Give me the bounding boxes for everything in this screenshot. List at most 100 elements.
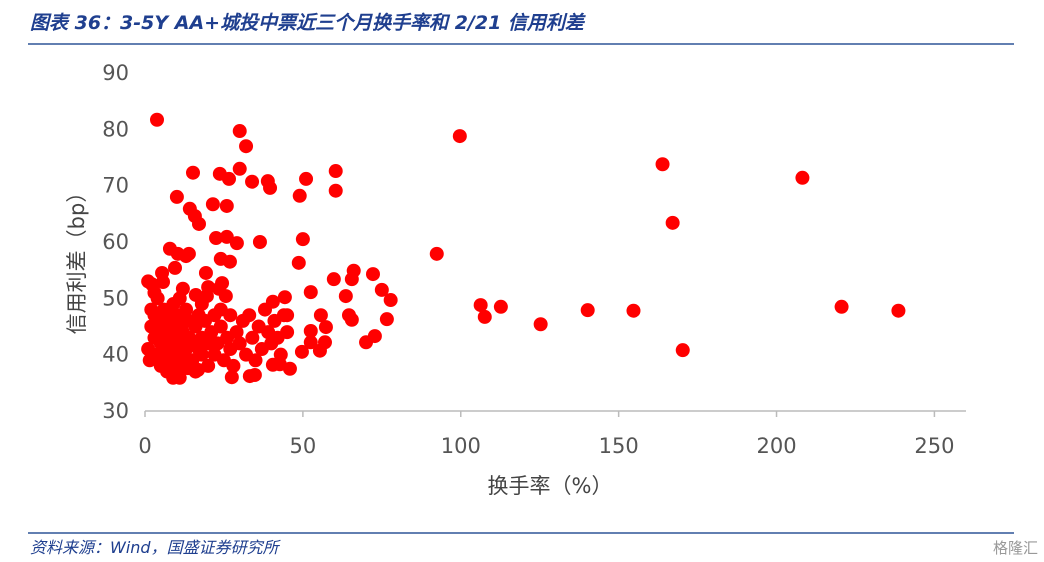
point <box>328 164 343 179</box>
point <box>257 302 272 317</box>
x-tick-label: 0 <box>138 434 151 458</box>
x-tick-label: 50 <box>290 434 317 458</box>
point <box>167 260 182 275</box>
point <box>273 347 288 362</box>
point <box>303 335 318 350</box>
point <box>219 198 234 213</box>
figure-title: 图表 36：3-5Y AA+城投中票近三个月换手率和 2/21 信用利差 <box>30 12 586 34</box>
y-axis-label: 信用利差（bp） <box>65 182 89 335</box>
point <box>344 312 359 327</box>
point <box>344 272 359 287</box>
point <box>379 312 394 327</box>
point <box>655 157 670 172</box>
point <box>239 139 254 154</box>
point <box>280 325 295 340</box>
point <box>374 282 389 297</box>
point <box>626 303 641 318</box>
point <box>219 229 234 244</box>
point <box>338 289 353 304</box>
point <box>429 246 444 261</box>
point <box>383 293 398 308</box>
point <box>795 170 810 185</box>
point <box>222 254 237 269</box>
point <box>218 289 233 304</box>
x-tick-label: 150 <box>599 434 639 458</box>
point <box>473 298 488 313</box>
point <box>303 324 318 339</box>
point <box>201 280 216 295</box>
y-tick-label: 60 <box>102 230 129 254</box>
point <box>229 236 244 251</box>
point <box>247 367 262 382</box>
point <box>229 325 244 340</box>
x-tick-label: 250 <box>914 434 954 458</box>
point <box>248 353 263 368</box>
point <box>223 308 238 323</box>
point <box>295 232 310 247</box>
point <box>317 335 332 350</box>
plot-area: 0 50 100 150 200 250 30 40 50 60 70 80 90 <box>102 61 966 458</box>
point <box>232 336 247 351</box>
point <box>194 296 209 311</box>
point <box>224 370 239 385</box>
point <box>185 165 200 180</box>
point <box>263 180 278 195</box>
point <box>191 216 206 231</box>
point <box>232 124 247 139</box>
point <box>232 161 247 176</box>
point <box>149 112 164 127</box>
point <box>252 235 267 249</box>
y-tick-label: 90 <box>102 61 129 85</box>
point <box>147 285 162 300</box>
point <box>292 188 307 203</box>
point <box>452 129 467 144</box>
y-tick-label: 50 <box>102 286 129 310</box>
y-tick-label: 70 <box>102 174 129 198</box>
y-tick-label: 30 <box>102 399 129 423</box>
y-tick-label: 40 <box>102 343 129 367</box>
point <box>245 174 260 189</box>
point <box>179 302 194 317</box>
point <box>198 265 213 280</box>
point <box>226 358 241 373</box>
point <box>221 171 236 186</box>
point <box>188 364 203 379</box>
point <box>326 272 341 287</box>
point <box>209 231 224 246</box>
point <box>294 344 309 359</box>
point <box>277 290 292 305</box>
x-tick-label: 100 <box>441 434 481 458</box>
x-tick-label: 200 <box>756 434 796 458</box>
point <box>359 335 374 350</box>
point <box>313 308 328 323</box>
y-tick-label: 80 <box>102 117 129 141</box>
point <box>194 347 209 362</box>
point <box>834 299 849 314</box>
point <box>172 291 187 306</box>
point <box>242 308 257 323</box>
point <box>141 274 156 289</box>
point <box>245 330 260 345</box>
point <box>181 246 196 261</box>
point <box>276 308 291 323</box>
point <box>205 197 220 212</box>
x-axis-label: 换手率（%） <box>488 474 613 498</box>
source-note: 资料来源：Wind，国盛证券研究所 <box>30 538 282 557</box>
point <box>477 309 492 324</box>
point <box>665 215 680 230</box>
point <box>201 358 216 373</box>
point <box>891 303 906 318</box>
point <box>299 171 314 186</box>
point <box>303 285 318 300</box>
watermark: 格隆汇 <box>993 539 1038 557</box>
point <box>155 274 170 289</box>
point <box>365 267 380 282</box>
point <box>493 299 508 314</box>
point <box>213 319 228 334</box>
point <box>291 255 306 270</box>
point <box>169 189 184 204</box>
point <box>328 183 343 198</box>
point <box>318 320 333 335</box>
point <box>533 317 548 332</box>
